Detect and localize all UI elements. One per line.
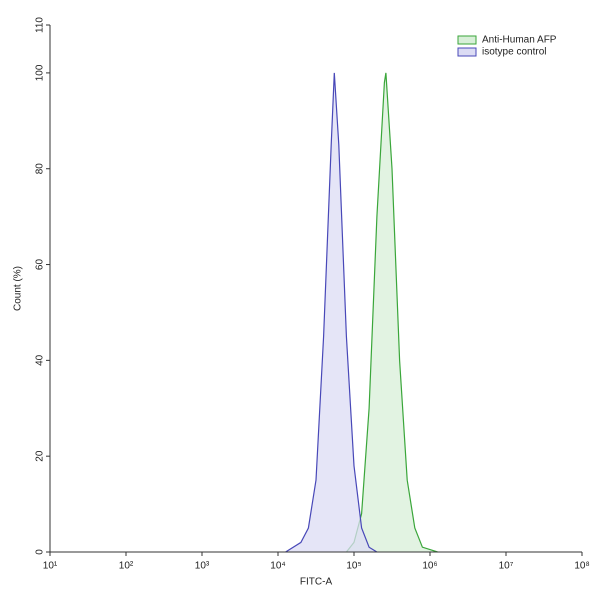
series-line (345, 72, 438, 553)
x-tick-label: 10⁴ (270, 561, 285, 572)
x-tick-label: 10⁸ (574, 561, 589, 572)
x-tick-label: 10⁵ (346, 561, 361, 572)
y-tick-label: 20 (35, 450, 46, 462)
y-tick-label: 100 (35, 64, 46, 81)
legend-label: isotype control (482, 47, 546, 58)
legend-swatch (457, 35, 477, 45)
legend-label: Anti-Human AFP (482, 35, 557, 46)
y-tick-label: 0 (35, 549, 46, 555)
x-tick-label: 10⁶ (422, 561, 437, 572)
series-area (285, 72, 377, 553)
x-tick-label: 10⁷ (499, 561, 514, 572)
x-axis-label: FITC-A (300, 577, 333, 588)
y-tick-label: 80 (35, 163, 46, 175)
x-tick-label: 10² (119, 561, 134, 572)
legend-swatch (457, 47, 477, 57)
x-tick-label: 10¹ (43, 561, 58, 572)
y-axis-label: Count (%) (13, 266, 24, 311)
y-tick-label: 60 (35, 259, 46, 271)
y-tick-label: 40 (35, 354, 46, 366)
y-tick-label: 110 (35, 17, 46, 33)
x-tick-label: 10³ (195, 561, 210, 572)
series-line (285, 72, 378, 553)
series-area (346, 72, 438, 553)
